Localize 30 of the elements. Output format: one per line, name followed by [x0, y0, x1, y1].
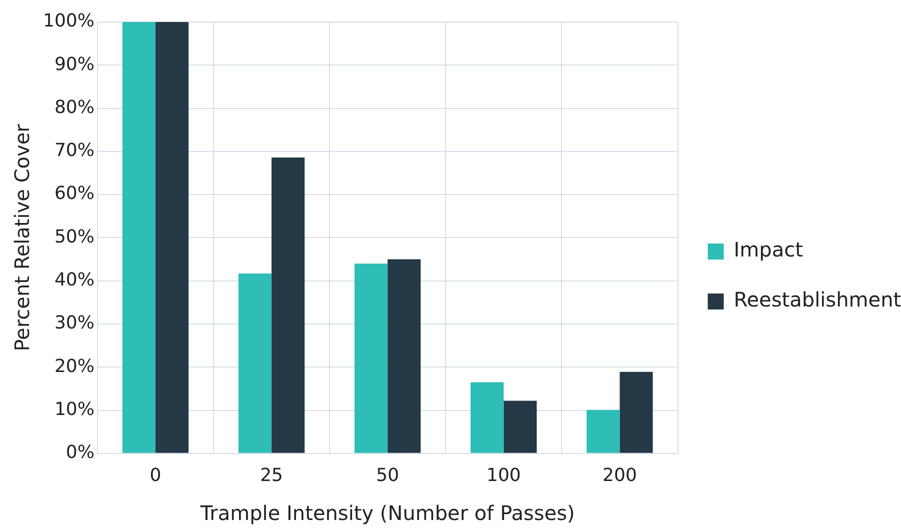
- bar: [470, 382, 504, 453]
- bar: [354, 264, 388, 453]
- x-tick-label: 25: [260, 464, 283, 486]
- y-tick-label: 40%: [54, 270, 94, 291]
- x-tick-label: 50: [376, 464, 400, 486]
- y-tick-label: 10%: [54, 398, 94, 420]
- bar: [238, 274, 272, 453]
- bar: [620, 372, 653, 453]
- x-axis-title: Trample Intensity (Number of Passes): [199, 501, 575, 526]
- bar: [122, 22, 156, 453]
- legend-label: Reestablishment: [734, 288, 901, 312]
- y-tick-label: 90%: [54, 54, 94, 75]
- x-tick-label: 0: [150, 464, 162, 486]
- bar: [272, 157, 305, 453]
- y-tick-label: 80%: [54, 96, 94, 118]
- x-tick-label: 200: [602, 464, 637, 486]
- bar: [586, 410, 620, 453]
- y-tick-label: 70%: [54, 140, 94, 162]
- y-tick-label: 60%: [54, 183, 94, 204]
- y-tick-label: 50%: [54, 226, 94, 248]
- y-tick-label: 100%: [42, 10, 94, 32]
- bar: [155, 22, 189, 453]
- y-tick-label: 30%: [54, 312, 94, 334]
- y-tick-label: 0%: [66, 442, 94, 464]
- bar: [504, 400, 537, 453]
- x-tick-label: 100: [486, 464, 521, 486]
- legend-label: Impact: [734, 238, 804, 262]
- y-tick-label: 20%: [54, 356, 94, 377]
- bar: [388, 259, 421, 453]
- y-axis-title: Percent Relative Cover: [10, 123, 34, 352]
